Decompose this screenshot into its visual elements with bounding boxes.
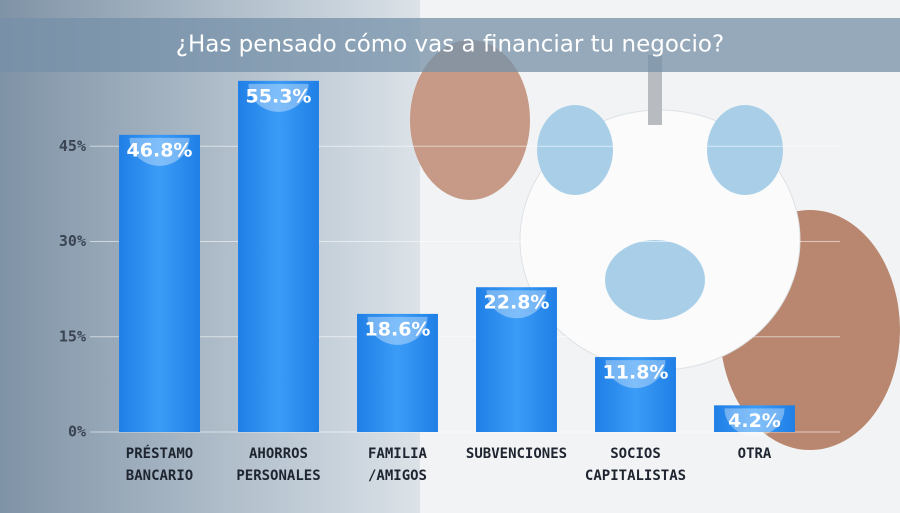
y-tick-label: 30%	[59, 232, 86, 250]
bar	[119, 134, 200, 432]
title-banner	[0, 18, 900, 72]
label-badge	[129, 137, 190, 166]
y-tick-label: 0%	[68, 423, 86, 441]
bar	[595, 357, 676, 432]
bar	[238, 80, 319, 432]
value-label: 4.2%	[728, 410, 781, 432]
label-badge	[486, 290, 547, 319]
value-label: 46.8%	[127, 139, 193, 161]
photo	[410, 0, 900, 513]
label-badge	[724, 408, 785, 437]
bar	[476, 287, 557, 432]
x-tick-label: PRÉSTAMO BANCARIO	[126, 445, 193, 484]
value-label: 22.8%	[484, 292, 550, 314]
y-tick-label: 45%	[59, 137, 86, 155]
x-tick-label: AHORROS PERSONALES	[236, 446, 320, 484]
label-badge	[367, 316, 428, 345]
x-tick-label: SOCIOS CAPITALISTAS	[585, 446, 686, 484]
y-tick-label: 15%	[59, 327, 86, 345]
label-badge	[605, 360, 666, 389]
x-tick-label: OTRA	[738, 446, 772, 462]
chart-title: ¿Has pensado cómo vas a financiar tu neg…	[176, 32, 724, 58]
bar	[357, 313, 438, 432]
label-badge	[248, 83, 309, 112]
value-label: 18.6%	[365, 318, 431, 340]
x-tick-label: SUBVENCIONES	[466, 446, 567, 462]
x-tick-label: FAMILIA/AMIGOS	[368, 446, 428, 484]
value-label: 11.8%	[603, 362, 669, 384]
bar	[714, 405, 795, 432]
value-label: 55.3%	[246, 85, 312, 107]
